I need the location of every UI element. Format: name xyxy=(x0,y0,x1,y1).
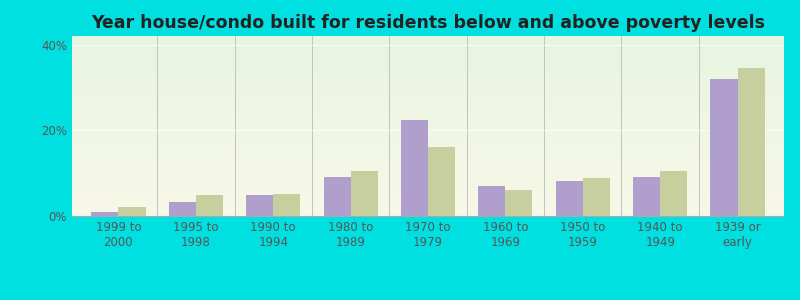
Bar xyxy=(582,178,610,216)
Bar xyxy=(118,207,146,216)
Bar xyxy=(323,177,350,216)
Bar xyxy=(738,68,765,216)
Bar xyxy=(169,202,196,216)
Bar xyxy=(246,195,274,216)
Bar xyxy=(350,171,378,216)
Bar xyxy=(274,194,300,216)
Bar xyxy=(633,177,660,216)
Bar xyxy=(401,120,428,216)
Bar xyxy=(556,181,582,216)
Title: Year house/condo built for residents below and above poverty levels: Year house/condo built for residents bel… xyxy=(91,14,765,32)
Bar xyxy=(506,190,533,216)
Bar xyxy=(478,186,506,216)
Bar xyxy=(196,195,223,216)
Bar xyxy=(428,147,455,216)
Bar xyxy=(710,79,738,216)
Bar xyxy=(660,171,687,216)
Bar xyxy=(91,212,118,216)
